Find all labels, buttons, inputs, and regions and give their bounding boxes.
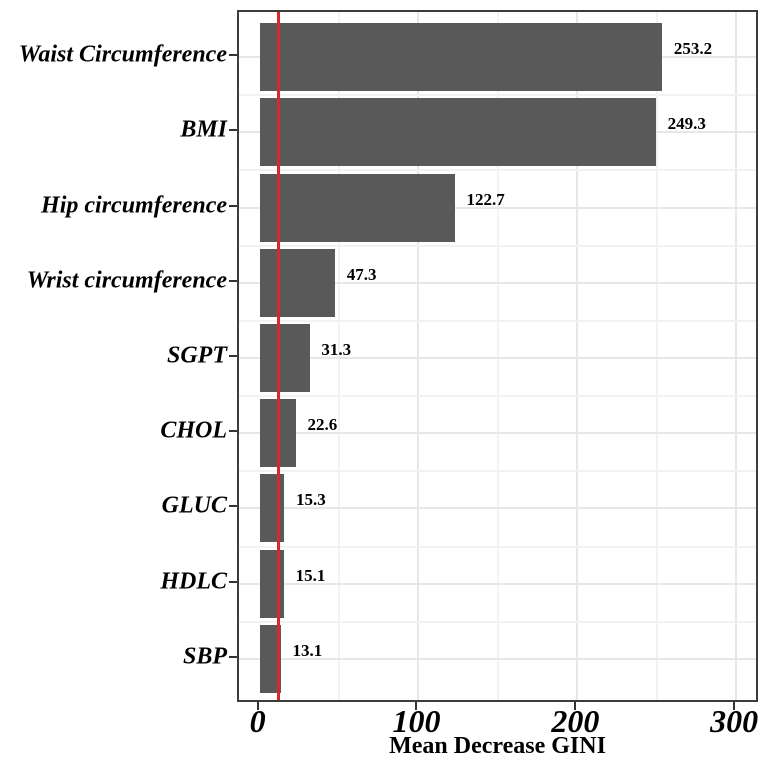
gridline-major-horizontal: [239, 432, 756, 435]
y-axis-category-label: GLUC: [161, 492, 227, 519]
gridline-major-vertical: [735, 12, 738, 700]
y-axis-tick-mark: [229, 505, 237, 508]
y-axis-tick-mark: [229, 430, 237, 433]
x-axis-tick-label: 0: [249, 703, 266, 739]
y-axis-category-label: Hip circumference: [41, 192, 227, 219]
gridline-major-horizontal: [239, 357, 756, 359]
gridline-minor-horizontal: [239, 620, 756, 623]
gridline-minor-horizontal: [239, 395, 756, 398]
bar: [259, 249, 335, 317]
y-axis-tick-mark: [229, 580, 237, 583]
y-axis-category-label: SBP: [182, 643, 227, 670]
y-axis-category-label: HDLC: [160, 568, 227, 595]
gridline-minor-vertical: [338, 12, 341, 700]
bar: [259, 324, 310, 392]
bar-value-label: 249.3: [667, 114, 706, 134]
gridline-major-horizontal: [239, 582, 756, 585]
bar-value-label: 47.3: [346, 264, 377, 284]
gridline-minor-vertical: [496, 12, 499, 700]
x-axis-tick-mark: [256, 702, 259, 710]
bar-value-label: 15.3: [295, 490, 326, 510]
gridline-minor-horizontal: [239, 169, 756, 172]
x-axis-tick-mark: [733, 702, 736, 710]
y-axis-tick-mark: [229, 355, 237, 357]
y-axis-category-label: CHOL: [160, 417, 227, 444]
bar: [259, 174, 455, 242]
y-axis-category-label: Waist Circumference: [18, 41, 227, 68]
y-axis-category-label: SGPT: [167, 342, 227, 369]
y-axis-tick-mark: [229, 204, 237, 207]
gridline-minor-horizontal: [239, 545, 756, 548]
bar-value-label: 22.6: [307, 415, 338, 435]
y-axis-tick-mark: [229, 54, 237, 57]
x-axis-tick-label: 200: [551, 703, 600, 739]
y-axis-tick-mark: [229, 129, 237, 132]
bar-value-label: 31.3: [321, 340, 352, 359]
bar-value-label: 122.7: [466, 189, 505, 209]
gridline-major-horizontal: [239, 206, 756, 209]
x-axis-tick-mark: [415, 702, 418, 710]
gridline-minor-horizontal: [239, 244, 756, 247]
gridline-major-horizontal: [239, 281, 756, 284]
x-axis-tick-mark: [574, 702, 577, 710]
y-axis-tick-mark: [229, 279, 237, 282]
bar: [259, 23, 662, 91]
bar: [259, 625, 281, 693]
bar-value-label: 13.1: [292, 640, 323, 660]
y-axis-tick-mark: [229, 655, 237, 658]
gridline-minor-horizontal: [239, 319, 756, 322]
y-axis-category-label: Wrist circumference: [26, 267, 227, 294]
x-axis-tick-label: 300: [710, 703, 759, 739]
gridline-major-vertical: [417, 12, 420, 700]
bar-value-label: 253.2: [673, 39, 713, 59]
plot-panel: 253.2 249.3 122.7 47.3 31.3 22.6 15.3 15.1 13.1: [237, 10, 758, 702]
gridline-minor-vertical: [655, 12, 658, 700]
plot-area: 253.2 249.3 122.7 47.3 31.3 22.6 15.3 15.1 13.1: [239, 12, 756, 700]
bar: [259, 98, 656, 166]
bar-value-label: 15.1: [295, 565, 326, 585]
y-axis-category-label: BMI: [180, 116, 227, 143]
gridline-major-horizontal: [239, 657, 756, 660]
x-axis-title: Mean Decrease GINI: [389, 733, 606, 759]
gridline-major-horizontal: [239, 507, 756, 510]
gridline-minor-horizontal: [239, 470, 756, 473]
gridline-major-vertical: [576, 12, 579, 700]
x-axis-tick-label: 100: [392, 703, 441, 739]
reference-line: [277, 12, 281, 700]
gridline-minor-horizontal: [239, 94, 756, 97]
